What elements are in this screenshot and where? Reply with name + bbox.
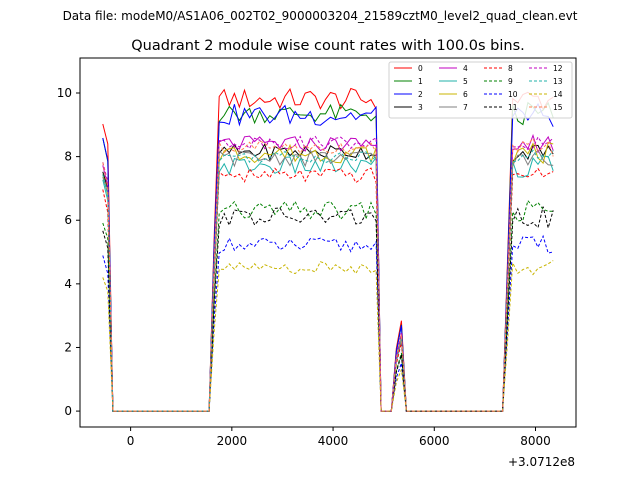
y-tick-label: 6: [64, 213, 72, 227]
y-tick-label: 0: [64, 404, 72, 418]
legend-label-7: 7: [463, 103, 468, 112]
legend-label-8: 8: [508, 64, 513, 73]
y-tick-label: 4: [64, 277, 72, 291]
legend-label-12: 12: [553, 64, 563, 73]
legend-label-13: 13: [553, 77, 563, 86]
series-lines: [102, 87, 554, 412]
legend-label-9: 9: [508, 77, 513, 86]
legend-box: [388, 61, 573, 119]
x-tick-label: 2000: [217, 434, 248, 448]
legend-label-2: 2: [418, 90, 423, 99]
legend-label-0: 0: [418, 64, 423, 73]
chart-title: Quadrant 2 module wise count rates with …: [131, 38, 525, 54]
x-tick-label: 6000: [419, 434, 450, 448]
x-axis: 0 2000 4000 6000 8000: [127, 427, 551, 448]
legend-label-15: 15: [553, 103, 563, 112]
legend-label-14: 14: [553, 90, 563, 99]
y-axis: 0 2 4 6 8 10: [57, 86, 80, 418]
legend-label-4: 4: [463, 64, 468, 73]
legend-label-11: 11: [508, 103, 518, 112]
plot-frame: [79, 57, 577, 428]
legend-label-5: 5: [463, 77, 468, 86]
series-line-15: [102, 137, 554, 412]
y-tick-label: 8: [64, 150, 72, 164]
chart-suptitle: Data file: modeM0/AS1A06_002T02_90000032…: [63, 9, 578, 23]
legend-label-1: 1: [418, 77, 423, 86]
legend-label-10: 10: [508, 90, 518, 99]
x-tick-label: 0: [127, 434, 135, 448]
x-tick-label: 4000: [318, 434, 349, 448]
y-tick-label: 10: [57, 86, 72, 100]
legend-label-6: 6: [463, 90, 468, 99]
legend-label-3: 3: [418, 103, 423, 112]
x-tick-label: 8000: [520, 434, 551, 448]
y-tick-label: 2: [64, 340, 72, 354]
x-offset-label: +3.0712e8: [508, 455, 575, 469]
